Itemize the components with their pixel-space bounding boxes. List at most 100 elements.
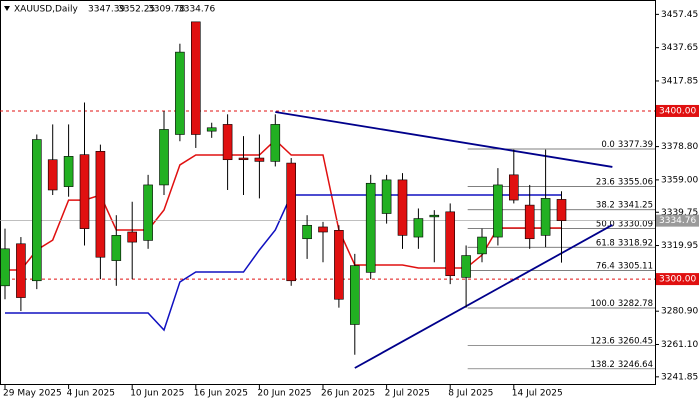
fib-price: 3260.45 <box>618 336 653 346</box>
plot-frame <box>0 0 656 385</box>
candle-body <box>175 51 185 135</box>
candle-body <box>334 230 344 300</box>
x-tick-label: 16 Jun 2025 <box>194 389 248 399</box>
price-tag-label: 3334.76 <box>659 216 696 226</box>
candle-body <box>365 182 376 273</box>
fib-price: 3341.25 <box>618 200 653 210</box>
header-low: 3309.78 <box>148 5 185 15</box>
fib-price: 3305.11 <box>618 261 653 271</box>
candle-body <box>493 184 503 238</box>
candle-body <box>159 129 169 186</box>
x-tick-label: 26 Jun 2025 <box>321 389 375 399</box>
candle-body <box>79 154 90 229</box>
fib-label: 0.0 3377.39 <box>601 139 653 149</box>
x-tick-label: 29 May 2025 <box>3 389 62 399</box>
candle-body <box>302 224 312 240</box>
fib-label: 61.8 3318.92 <box>596 238 653 248</box>
candle-body <box>63 156 74 187</box>
fib-label: 100.0 3282.78 <box>591 299 654 309</box>
candle-body <box>318 226 328 233</box>
header-icon <box>4 6 10 11</box>
candle-body <box>127 231 137 243</box>
candle-body <box>540 198 551 236</box>
fib-ratio: 61.8 <box>596 238 615 248</box>
y-tick-label: 3319.95 <box>661 241 698 251</box>
candle-body <box>429 214 440 218</box>
x-tick-label: 14 Jul 2025 <box>512 389 563 399</box>
x-tick-label: 10 Jun 2025 <box>130 389 184 399</box>
level-tag <box>656 273 699 286</box>
candle-body <box>461 255 471 278</box>
price-tag <box>656 214 699 227</box>
y-tick-label: 3280.90 <box>661 307 698 317</box>
fib-label: 138.2 3246.64 <box>591 359 654 369</box>
candle-body <box>238 157 249 161</box>
candle-body <box>349 265 360 325</box>
x-tick-label: 8 Jul 2025 <box>448 389 493 399</box>
candle-body <box>31 139 42 282</box>
fib-ratio: 38.2 <box>596 200 615 210</box>
candle-body <box>111 235 122 261</box>
y-tick-label: 3339.75 <box>661 208 698 218</box>
header-high: 3352.25 <box>118 5 155 15</box>
y-tick-label: 3241.85 <box>661 372 698 382</box>
x-tick-label: 2 Jul 2025 <box>385 389 430 399</box>
candle-body <box>397 179 408 236</box>
candle-body <box>16 243 26 298</box>
y-tick-label: 3261.10 <box>661 340 698 350</box>
symbol: XAUUSD,Daily <box>14 5 78 15</box>
candle-body <box>191 21 201 135</box>
header: XAUUSD,Daily <box>4 5 78 15</box>
fib-price: 3318.92 <box>618 238 653 248</box>
fib-label: 123.6 3260.45 <box>591 336 654 346</box>
fib-label: 38.2 3341.25 <box>596 200 653 210</box>
fib-ratio: 123.6 <box>591 336 615 346</box>
candle-body <box>445 211 456 277</box>
fib-price: 3377.39 <box>618 139 653 149</box>
header-close: 3334.76 <box>178 5 215 15</box>
x-tick-label: 20 Jun 2025 <box>257 389 311 399</box>
y-tick-label: 3378.80 <box>661 142 698 152</box>
fib-ratio: 23.6 <box>596 177 615 187</box>
candle-body <box>47 159 58 191</box>
x-tick-label: 4 Jun 2025 <box>67 389 115 399</box>
fib-ratio: 138.2 <box>591 359 615 369</box>
level-tag <box>656 104 699 117</box>
level-label: 3300.00 <box>659 275 696 285</box>
y-tick-label: 3437.65 <box>661 43 698 53</box>
candle-body <box>286 162 297 282</box>
fib-price: 3282.78 <box>618 299 653 309</box>
candle-body <box>206 127 217 132</box>
level-label: 3400.00 <box>659 106 696 116</box>
candle-body <box>270 124 281 162</box>
trendline <box>354 224 613 369</box>
candle-body <box>222 124 233 161</box>
candle-body <box>0 248 10 287</box>
candle-body <box>413 218 424 238</box>
indicator-line <box>5 194 562 332</box>
candle-body <box>477 236 487 255</box>
candle-body <box>524 204 535 240</box>
fib-price: 3355.06 <box>618 177 653 187</box>
fib-label: 76.4 3305.11 <box>596 261 653 271</box>
candle-body <box>254 157 265 162</box>
fib-label: 50.0 3330.09 <box>596 219 653 229</box>
fib-ratio: 0.0 <box>601 139 615 149</box>
fib-ratio: 100.0 <box>591 299 615 309</box>
candle-body <box>508 174 519 201</box>
fib-price: 3330.09 <box>618 219 653 229</box>
y-tick-label: 3359.00 <box>661 175 698 185</box>
candle-body <box>95 151 106 258</box>
fib-ratio: 50.0 <box>596 219 615 229</box>
candle-body <box>556 199 567 221</box>
y-tick-label: 3417.85 <box>661 76 698 86</box>
candle-body <box>381 179 392 214</box>
fib-label: 23.6 3355.06 <box>596 177 653 187</box>
header-open: 3347.39 <box>88 5 125 15</box>
candle-body <box>143 184 153 241</box>
y-tick-label: 3457.45 <box>661 10 698 20</box>
fib-ratio: 76.4 <box>596 261 615 271</box>
fib-price: 3246.64 <box>618 359 653 369</box>
